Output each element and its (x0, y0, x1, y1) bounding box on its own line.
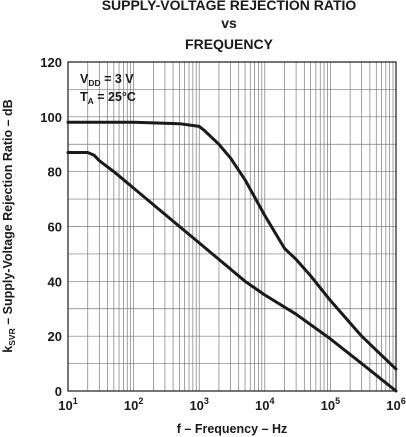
grid (68, 62, 396, 391)
y-tick-label: 120 (40, 55, 62, 70)
condition-vdd: VDD = 3 V (80, 72, 134, 88)
y-tick-label: 0 (55, 384, 62, 399)
chart-title-line-2: vs (221, 15, 237, 31)
data-curves (66, 120, 398, 393)
x-axis-label: f – Frequency – Hz (177, 422, 287, 436)
chart-title-line-3: FREQUENCY (185, 36, 274, 52)
series-line-2 (66, 151, 398, 393)
ta-value: = 25°C (94, 90, 136, 104)
y-axis-label-text: – Supply-Voltage Rejection Ratio – dB (1, 99, 15, 328)
x-tick-label: 103 (189, 396, 208, 413)
y-tick-label: 60 (48, 220, 62, 235)
y-axis-label-prefix: k (1, 346, 15, 353)
x-tick-labels: 101 102 103 104 105 106 (58, 396, 405, 413)
y-axis-label: kSVR – Supply-Voltage Rejection Ratio – … (1, 99, 17, 352)
x-tick-label: 106 (386, 396, 405, 413)
x-tick-label: 104 (255, 396, 274, 413)
x-tick-label: 102 (124, 396, 143, 413)
chart-title-line-1: SUPPLY-VOLTAGE REJECTION RATIO (102, 0, 357, 13)
vdd-value: = 3 V (101, 72, 135, 86)
series-line-1 (66, 120, 398, 371)
vdd-symbol: V (80, 72, 89, 86)
plot-frame (67, 61, 397, 392)
y-axis-label-subscript: SVR (7, 328, 17, 345)
x-tick-label: 105 (321, 396, 340, 413)
vdd-subscript: DD (88, 78, 100, 88)
ta-symbol: T (80, 90, 88, 104)
y-tick-label: 20 (48, 329, 62, 344)
y-tick-labels: 0 20 40 60 80 100 120 (40, 55, 62, 399)
y-tick-label: 40 (48, 274, 62, 289)
y-tick-label: 100 (40, 110, 62, 125)
y-tick-label: 80 (48, 165, 62, 180)
condition-ta: TA = 25°C (80, 90, 136, 106)
ta-subscript: A (88, 96, 94, 106)
x-tick-label: 101 (58, 396, 77, 413)
